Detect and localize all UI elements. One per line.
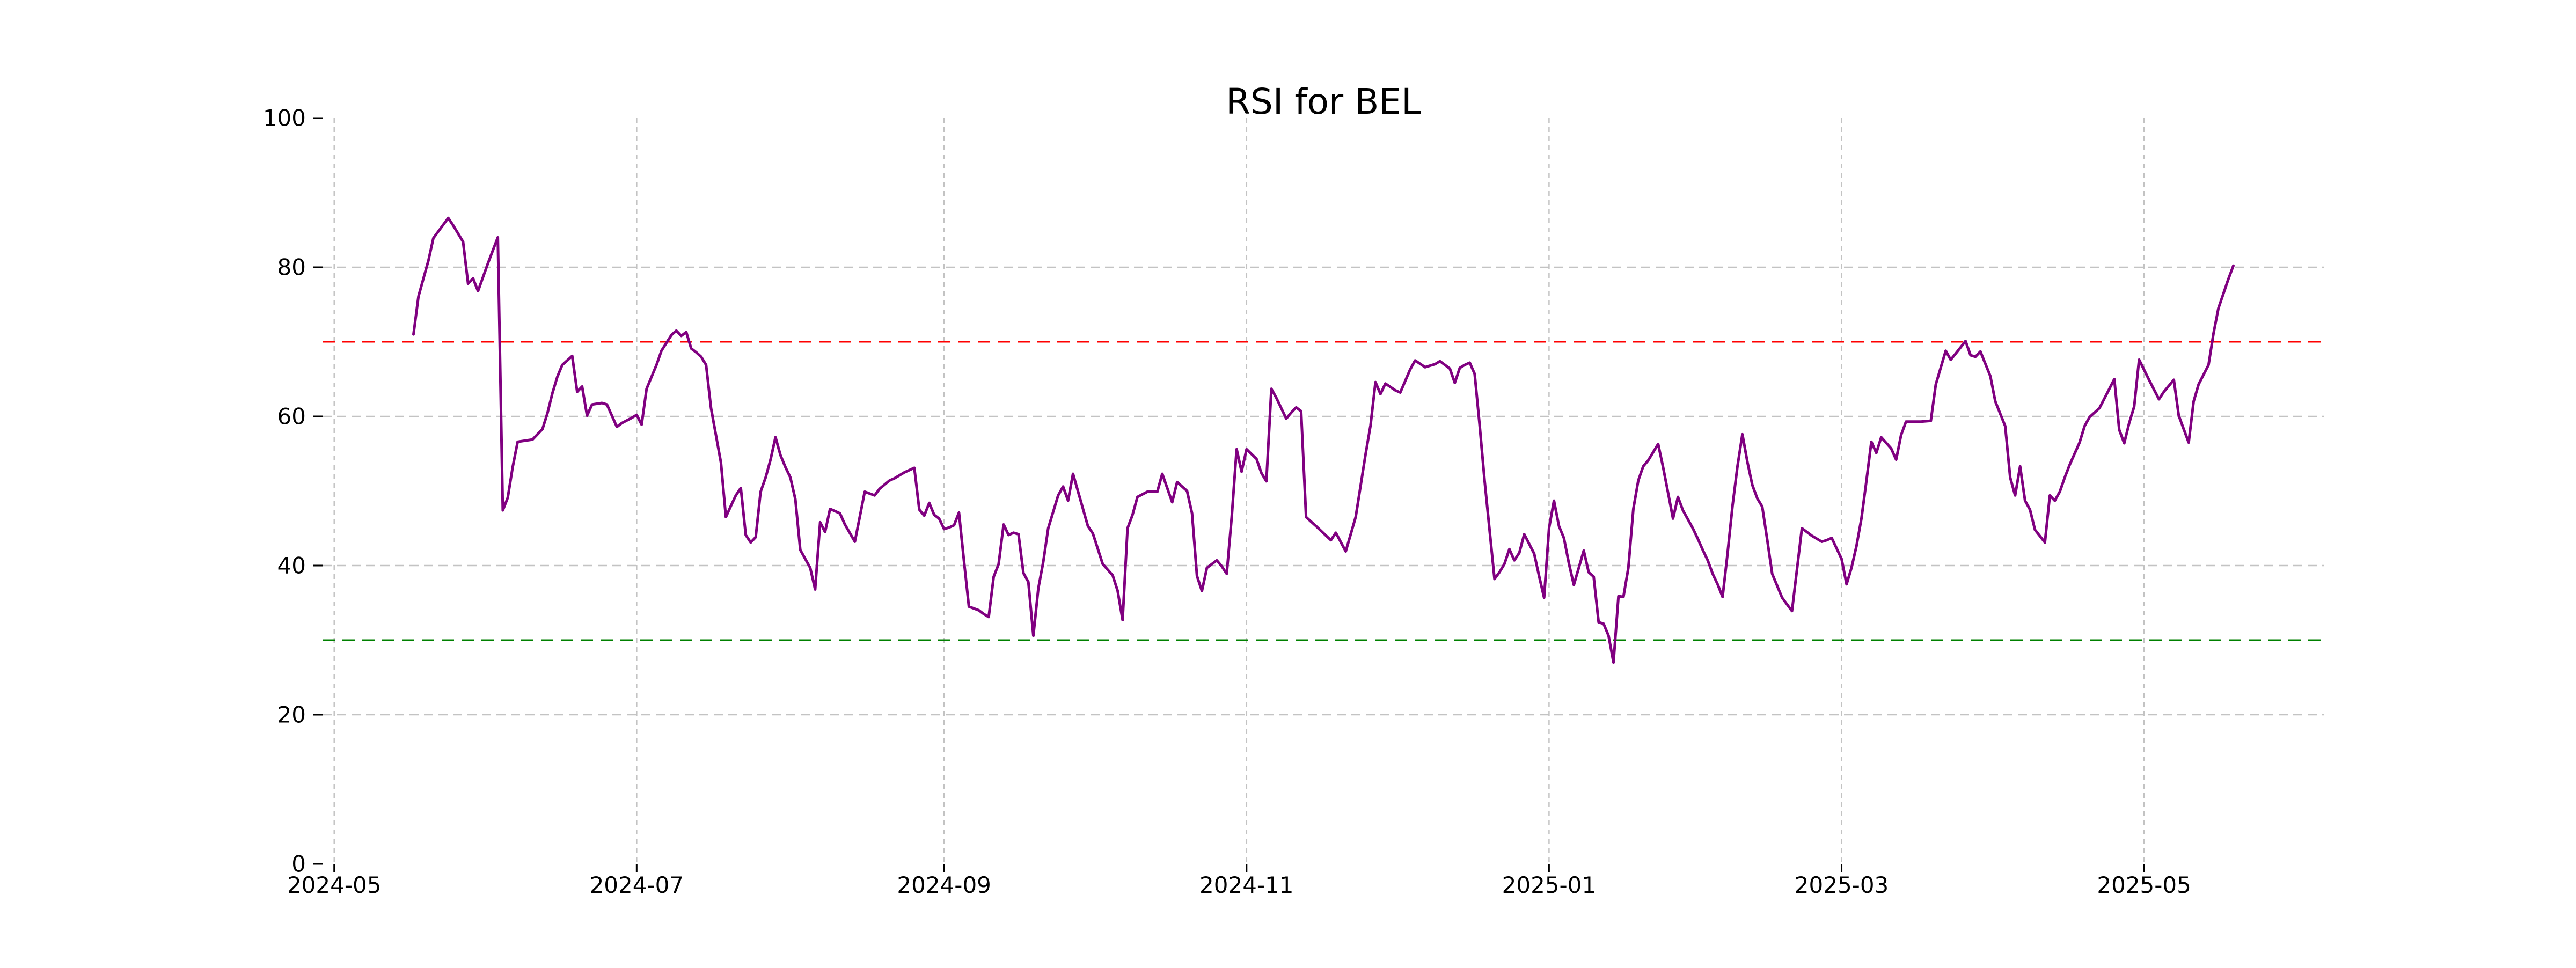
y-tick-label: 100 [263,105,306,131]
x-tick-label: 2025-03 [1795,872,1889,898]
x-tick-label: 2024-09 [897,872,991,898]
rsi-line [412,216,2235,664]
x-tick-label: 2024-11 [1199,872,1294,898]
x-tick-label: 2024-05 [287,872,382,898]
y-tick-label: 60 [277,404,306,430]
x-tick-label: 2024-07 [590,872,684,898]
y-tick-label: 80 [277,254,306,281]
x-tick-label: 2025-01 [1502,872,1597,898]
plot-area: 0 20 40 60 80 100 2024-05 2024-07 2024-09 2024-11… [263,105,2324,898]
y-tick-label: 0 [291,851,306,877]
x-tick-label: 2025-05 [2097,872,2191,898]
chart-title: RSI for BEL [1226,81,1421,122]
y-tick-label: 20 [277,702,306,728]
y-tick-label: 40 [277,553,306,579]
